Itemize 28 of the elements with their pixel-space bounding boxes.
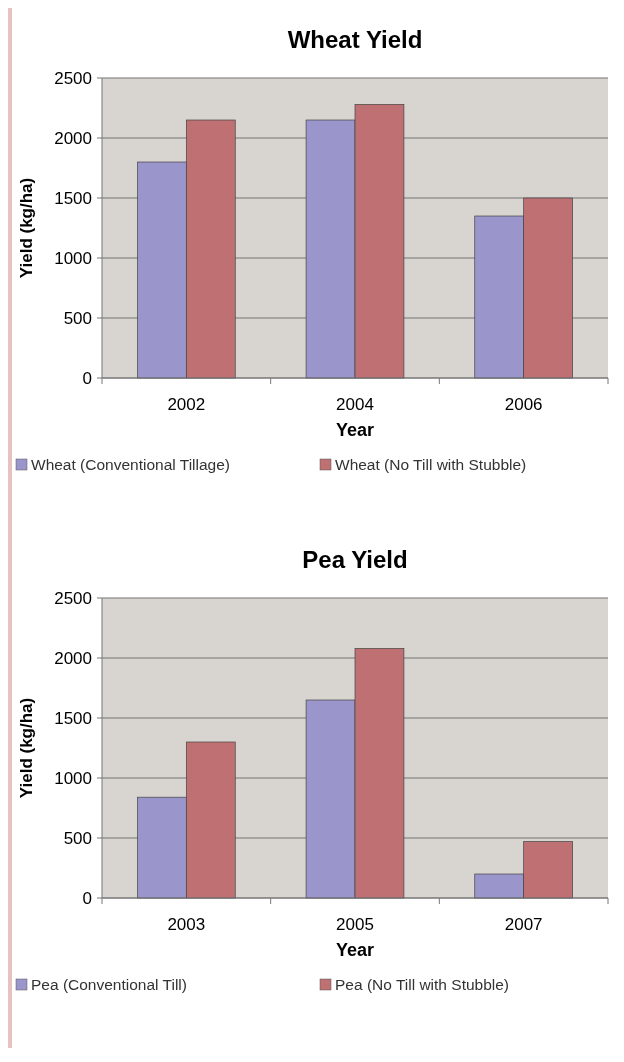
y-tick-label: 1000 bbox=[54, 248, 92, 268]
y-tick-label: 500 bbox=[63, 308, 92, 328]
x-tick-label: 2005 bbox=[336, 915, 374, 934]
legend-label: Wheat (Conventional Tillage) bbox=[31, 456, 231, 473]
x-tick-label: 2003 bbox=[167, 915, 206, 934]
y-tick-label: 2000 bbox=[54, 648, 92, 668]
x-axis-title: Year bbox=[335, 420, 375, 440]
y-tick-label: 0 bbox=[82, 888, 92, 908]
y-tick-label: 0 bbox=[82, 368, 92, 388]
y-axis-title: Yield (kg/ha) bbox=[17, 177, 36, 279]
x-axis-title: Year bbox=[335, 940, 375, 960]
legend-label: Pea (No Till with Stubble) bbox=[335, 976, 510, 993]
x-tick-label: 2004 bbox=[336, 395, 374, 414]
x-tick-label: 2002 bbox=[167, 395, 206, 414]
y-tick-label: 2500 bbox=[54, 588, 92, 608]
y-tick-label: 500 bbox=[63, 828, 92, 848]
chart-title: Pea Yield bbox=[302, 546, 408, 573]
y-tick-label: 2000 bbox=[54, 128, 92, 148]
legend-label: Wheat (No Till with Stubble) bbox=[335, 456, 527, 473]
legend-label: Pea (Conventional Till) bbox=[31, 976, 187, 993]
chart-title: Wheat Yield bbox=[287, 26, 423, 53]
x-tick-label: 2007 bbox=[504, 915, 543, 934]
y-tick-label: 1500 bbox=[54, 188, 92, 208]
y-tick-label: 2500 bbox=[54, 68, 92, 88]
y-tick-label: 1000 bbox=[54, 768, 92, 788]
x-tick-label: 2006 bbox=[504, 395, 543, 414]
y-axis-title: Yield (kg/ha) bbox=[17, 697, 36, 799]
y-tick-label: 1500 bbox=[54, 708, 92, 728]
